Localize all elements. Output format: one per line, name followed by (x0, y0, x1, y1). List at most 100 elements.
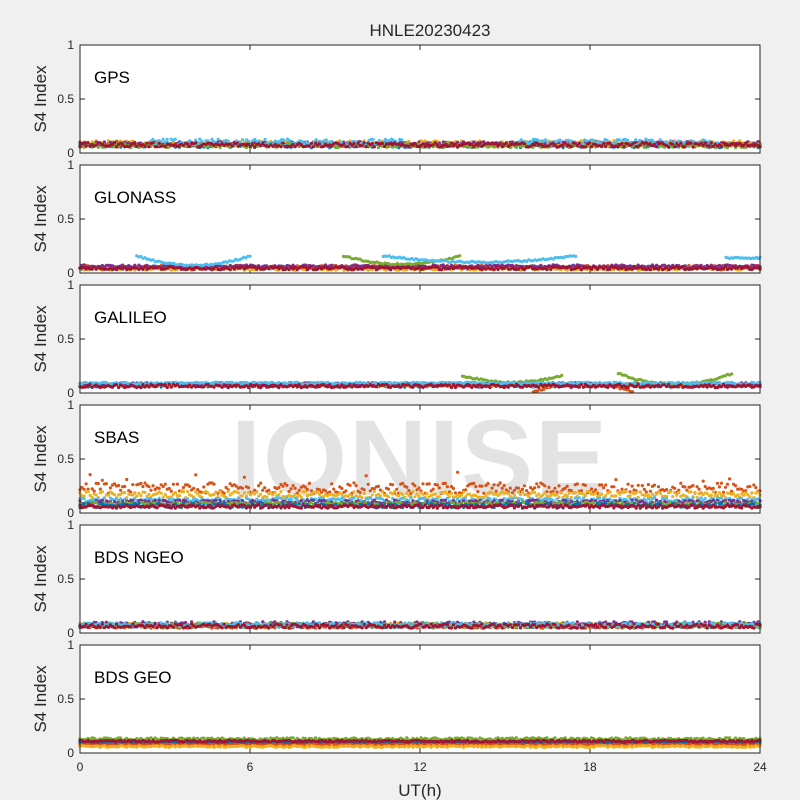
data-point (604, 144, 608, 148)
data-point (314, 138, 318, 142)
data-point (691, 145, 695, 149)
data-point (707, 144, 711, 148)
ytick-label: 1 (67, 278, 74, 292)
data-point (547, 265, 551, 269)
data-point (309, 265, 313, 269)
data-point (86, 141, 90, 145)
data-point (608, 267, 612, 271)
data-point (281, 138, 285, 142)
data-point (354, 145, 358, 149)
data-point (613, 141, 617, 145)
data-point (228, 268, 232, 272)
data-point (589, 145, 594, 149)
data-point (638, 138, 642, 142)
data-point (360, 144, 364, 148)
data-point (583, 145, 588, 149)
data-point (654, 145, 659, 149)
data-point (620, 141, 624, 146)
ytick-label: 0.5 (57, 212, 74, 226)
data-point (145, 141, 149, 145)
data-point (604, 265, 608, 269)
data-point (311, 145, 315, 149)
data-point (163, 145, 167, 149)
data-point (423, 139, 427, 143)
data-point (671, 142, 675, 146)
data-point (114, 145, 119, 149)
axes-box (79, 164, 761, 274)
data-point (617, 138, 622, 142)
data-point (279, 145, 283, 149)
data-point (648, 268, 653, 272)
data-point (654, 263, 659, 267)
ytick-label: 1 (67, 38, 74, 52)
data-point (458, 254, 462, 258)
data-point (667, 145, 671, 149)
data-point (622, 265, 626, 269)
data-point (558, 138, 562, 142)
data-point (744, 141, 748, 145)
data-point (421, 142, 425, 146)
data-point (263, 137, 267, 141)
data-point (372, 145, 376, 149)
data-point (151, 141, 155, 145)
ytick-label: 0.5 (57, 332, 74, 346)
y-axis-label: S4 Index (31, 305, 50, 373)
data-point (123, 265, 127, 269)
data-point (157, 265, 161, 269)
data-point (577, 141, 581, 146)
data-point (634, 138, 638, 142)
data-point (435, 265, 439, 269)
data-point (121, 142, 125, 146)
data-point (342, 142, 346, 146)
data-point (157, 141, 161, 145)
data-point (689, 141, 693, 145)
data-point (155, 145, 159, 149)
ytick-label: 0.5 (57, 92, 74, 106)
data-point (165, 137, 169, 141)
data-point (82, 141, 86, 145)
y-axis-label: S4 Index (31, 65, 50, 133)
data-point (407, 145, 411, 149)
axes-box (79, 284, 761, 394)
data-point (567, 265, 571, 269)
data-point (625, 138, 630, 142)
panel-label: GPS (94, 68, 130, 87)
data-point (352, 141, 356, 146)
data-point (309, 141, 313, 145)
data-point (186, 142, 190, 146)
data-point (622, 145, 626, 149)
data-point (364, 145, 368, 149)
data-point (683, 145, 687, 149)
data-point (453, 142, 458, 146)
data-point (216, 137, 220, 141)
data-point (447, 144, 451, 148)
data-point (544, 138, 548, 142)
data-point (587, 141, 592, 145)
data-point (504, 141, 508, 145)
ytick-label: 1 (67, 158, 74, 172)
data-point (307, 144, 311, 148)
data-point (529, 140, 534, 144)
ytick-label: 0 (67, 146, 74, 160)
data-point (135, 144, 139, 149)
data-point (114, 268, 119, 272)
data-point (602, 141, 606, 146)
data-point (498, 142, 502, 146)
data-point (143, 144, 147, 148)
data-point (287, 268, 291, 272)
data-point (188, 139, 192, 143)
series-group (78, 137, 762, 150)
data-point (642, 145, 646, 149)
data-point (630, 267, 634, 271)
data-point (656, 267, 661, 271)
data-point (723, 265, 728, 269)
data-point (681, 264, 685, 269)
data-point (522, 142, 527, 146)
data-point (539, 263, 543, 267)
data-point (664, 140, 669, 144)
data-point (214, 264, 218, 269)
data-point (161, 137, 165, 141)
data-point (400, 138, 404, 142)
